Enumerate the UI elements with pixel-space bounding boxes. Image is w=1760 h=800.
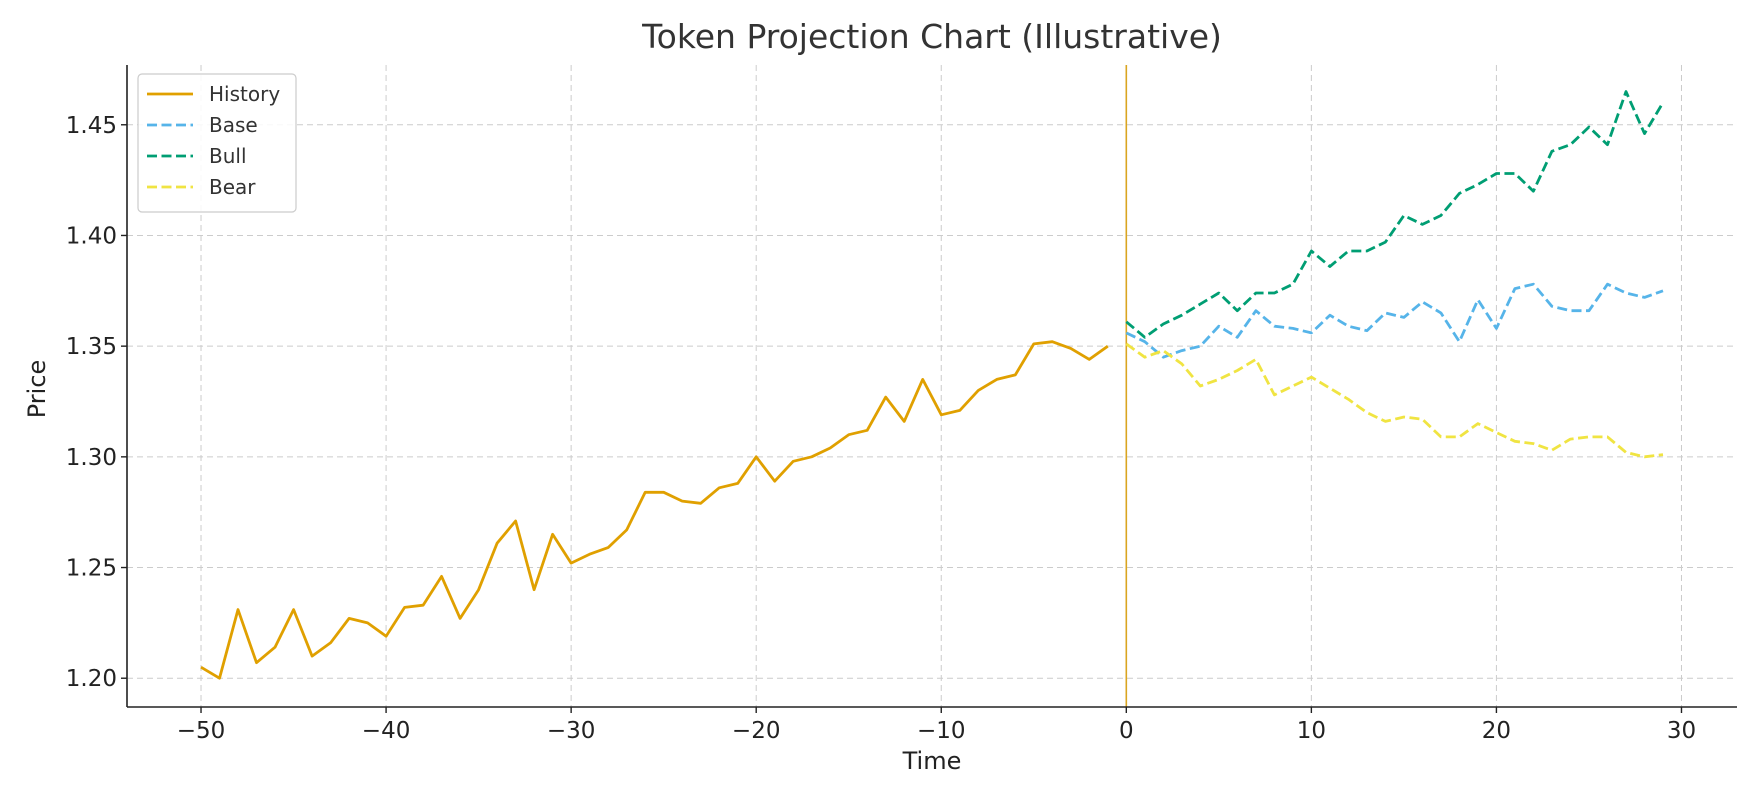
legend: History Base Bull Bear [137,73,297,213]
x-tick-label: −10 [917,718,966,744]
legend-label-base: Base [209,113,258,137]
x-tick-label: −40 [362,718,411,744]
y-tick-label: 1.40 [66,223,117,249]
series-line-bear [1125,342,1664,459]
x-tick-label: −20 [732,718,781,744]
x-tick-label: −50 [177,718,226,744]
legend-box [137,73,297,213]
y-tick-label: 1.25 [66,556,117,582]
y-axis-label: Price [23,360,51,419]
y-tick-label: 1.45 [66,113,117,139]
chart-title: Token Projection Chart (Illustrative) [641,17,1222,56]
series-line-base [1125,282,1664,359]
series-line-history [200,340,1109,680]
x-tick-label: −30 [547,718,596,744]
x-tick-label: 10 [1297,718,1326,744]
series-line-bull [1125,90,1665,339]
legend-label-bull: Bull [209,144,247,168]
y-tick-label: 1.20 [66,666,117,692]
grid-layer [127,65,1737,707]
x-tick-label: 30 [1667,718,1696,744]
legend-label-bear: Bear [209,175,256,199]
legend-label-history: History [209,82,280,106]
axes-layer: −50 −40 −30 −20 −10 0 10 20 30 1.20 1.25 1.30 1.35 1.… [66,65,1737,744]
y-tick-label: 1.30 [66,445,117,471]
series-layer [200,90,1665,680]
x-tick-label: 20 [1482,718,1511,744]
y-tick-label: 1.35 [66,334,117,360]
x-axis-label: Time [902,747,962,775]
x-tick-label: 0 [1119,718,1134,744]
